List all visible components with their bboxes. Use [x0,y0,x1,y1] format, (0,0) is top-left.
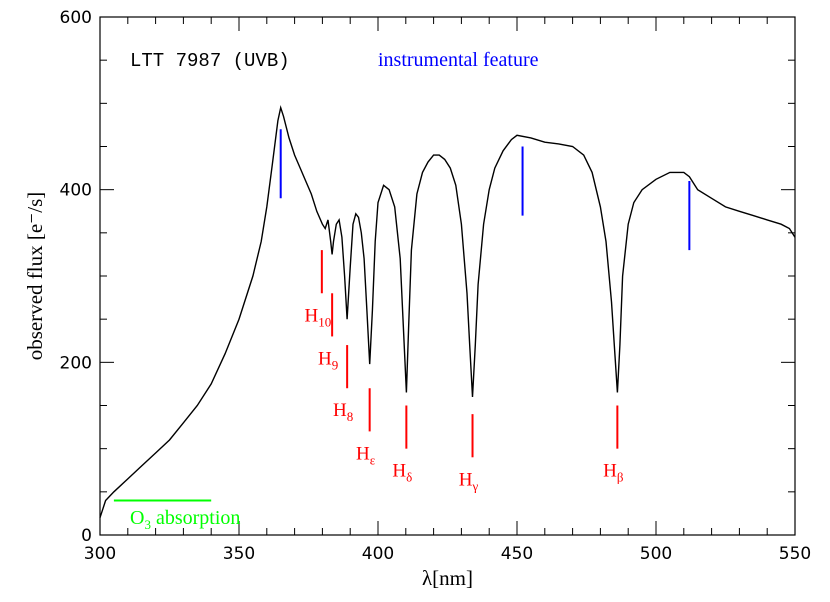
x-tick-label: 400 [362,544,394,564]
x-tick-label: 550 [779,544,811,564]
y-axis-label: observed flux [e⁻/s] [23,192,47,361]
balmer-label-sub: γ [472,478,479,493]
balmer-label-text: H [333,400,347,421]
instrumental-label: instrumental feature [378,49,539,71]
balmer-label-text: H [356,443,370,464]
plot-frame [99,16,796,536]
x-tick-label: 300 [84,544,116,564]
balmer-label: Hε [356,443,376,467]
balmer-label: Hγ [459,469,479,493]
ozone-label-text: O [130,507,144,529]
balmer-label: H8 [333,400,353,424]
balmer-label-text: H [603,461,617,482]
ozone-label: O3 absorption [130,507,240,532]
balmer-label-sub: 10 [318,314,331,329]
balmer-label-sub: β [617,470,624,485]
x-tick-label: 500 [640,544,672,564]
x-tick-label: 450 [501,544,533,564]
balmer-label-text: H [318,348,332,369]
y-tick-label: 0 [81,526,92,546]
balmer-label: Hβ [603,461,624,485]
x-tick-label: 350 [223,544,255,564]
balmer-label-sub: δ [406,470,412,485]
balmer-label-text: H [392,461,406,482]
balmer-label-text: H [304,305,318,326]
balmer-label: Hδ [392,461,412,485]
y-tick-label: 200 [60,353,92,373]
y-tick-label: 400 [60,181,92,201]
y-tick-label: 600 [60,8,92,28]
ozone-label-sub: 3 [144,517,151,532]
balmer-label-text: H [459,469,473,490]
target-label: LTT 7987 (UVB) [130,50,290,72]
balmer-label-sub: 9 [332,357,339,372]
balmer-label: H9 [318,348,338,372]
balmer-label: H10 [304,305,331,329]
balmer-label-sub: ε [370,452,376,467]
balmer-label-sub: 8 [347,409,354,424]
ozone-label-after: absorption [151,507,240,529]
x-axis-label: λ[nm] [422,566,473,590]
spectrum-line [99,105,796,518]
